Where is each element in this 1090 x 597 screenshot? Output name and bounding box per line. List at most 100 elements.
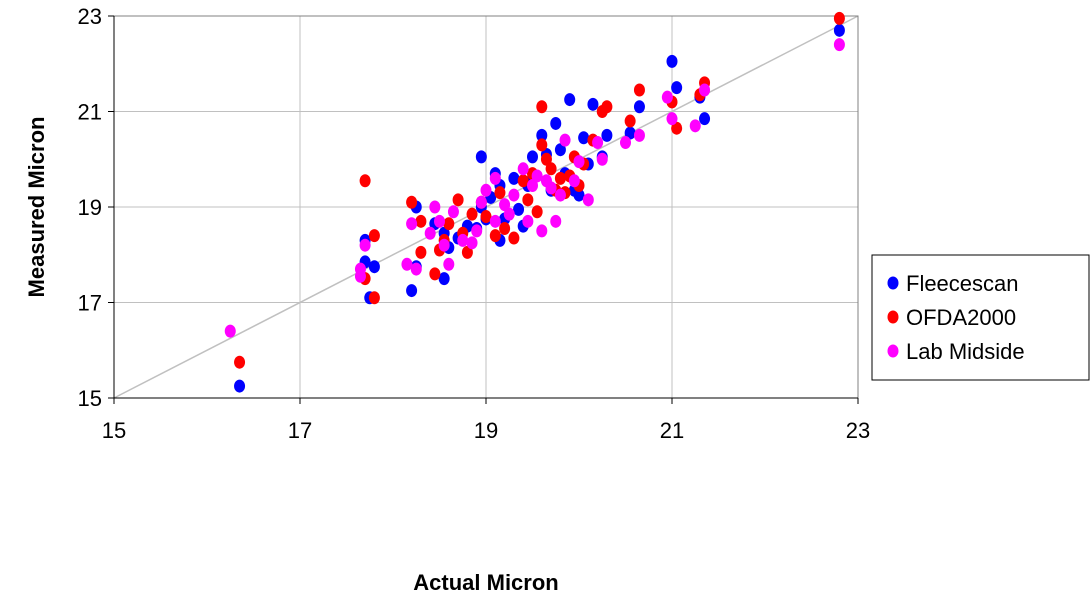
point-series-2 xyxy=(517,174,529,188)
point-series-1 xyxy=(406,284,418,298)
point-series-3 xyxy=(354,269,366,283)
point-series-3 xyxy=(531,169,543,183)
point-series-3 xyxy=(429,200,441,214)
point-series-3 xyxy=(596,152,608,166)
point-series-3 xyxy=(443,257,455,271)
point-series-1 xyxy=(564,93,576,107)
point-series-3 xyxy=(489,171,501,185)
x-tick-label: 17 xyxy=(288,418,312,443)
point-series-3 xyxy=(447,205,459,219)
point-series-2 xyxy=(429,267,441,281)
point-series-2 xyxy=(536,100,548,114)
point-series-2 xyxy=(406,195,418,209)
point-series-1 xyxy=(671,81,683,95)
point-series-3 xyxy=(406,217,418,231)
x-tick-label: 23 xyxy=(846,418,870,443)
point-series-3 xyxy=(550,214,562,228)
point-series-1 xyxy=(587,97,599,111)
point-series-3 xyxy=(466,236,478,250)
point-series-1 xyxy=(368,260,380,274)
point-series-1 xyxy=(508,171,520,185)
point-series-2 xyxy=(499,221,511,235)
point-series-2 xyxy=(368,229,380,243)
legend: Fleecescan OFDA2000 Lab Midside xyxy=(871,254,1090,381)
point-series-2 xyxy=(833,11,845,25)
point-series-1 xyxy=(633,100,645,114)
point-series-1 xyxy=(624,126,636,140)
point-series-3 xyxy=(489,214,501,228)
point-series-1 xyxy=(833,23,845,37)
legend-marker xyxy=(887,310,899,324)
point-series-2 xyxy=(540,152,552,166)
point-series-1 xyxy=(666,54,678,68)
point-series-2 xyxy=(633,83,645,97)
point-series-3 xyxy=(554,188,566,202)
axes: 15 17 19 21 23 15 17 19 21 23 xyxy=(78,4,871,443)
point-series-3 xyxy=(508,188,520,202)
point-series-2 xyxy=(368,291,380,305)
point-series-3 xyxy=(480,183,492,197)
point-series-3 xyxy=(401,257,413,271)
y-tick-label: 19 xyxy=(78,195,102,220)
x-tick-label: 21 xyxy=(660,418,684,443)
point-series-3 xyxy=(620,136,631,150)
point-series-1 xyxy=(475,150,487,164)
legend-box xyxy=(871,254,1090,381)
legend-label: OFDA2000 xyxy=(906,305,1016,330)
point-series-1 xyxy=(527,150,538,164)
point-series-3 xyxy=(582,193,594,207)
point-series-1 xyxy=(578,131,590,145)
point-series-2 xyxy=(536,138,548,152)
point-series-3 xyxy=(545,181,557,195)
point-series-2 xyxy=(461,245,473,259)
point-series-1 xyxy=(601,128,613,142)
point-series-3 xyxy=(568,174,580,188)
point-series-3 xyxy=(517,162,529,176)
point-series-2 xyxy=(466,207,478,221)
point-series-2 xyxy=(601,100,613,114)
point-series-2 xyxy=(624,114,636,128)
point-series-3 xyxy=(410,262,422,276)
data-points xyxy=(224,11,845,393)
y-tick-label: 23 xyxy=(78,4,102,29)
point-series-3 xyxy=(536,224,548,238)
point-series-3 xyxy=(457,233,469,247)
y-tick-label: 21 xyxy=(78,100,102,125)
point-series-1 xyxy=(513,202,525,216)
point-series-1 xyxy=(550,116,562,130)
point-series-3 xyxy=(699,83,711,97)
point-series-2 xyxy=(545,162,557,176)
legend-marker xyxy=(887,276,899,290)
point-series-3 xyxy=(224,324,236,338)
point-series-3 xyxy=(689,119,701,133)
point-series-2 xyxy=(531,205,543,219)
point-series-3 xyxy=(499,198,511,212)
point-series-2 xyxy=(522,193,534,207)
x-axis-title: Actual Micron xyxy=(413,570,558,595)
point-series-1 xyxy=(536,128,548,142)
point-series-1 xyxy=(573,188,585,202)
point-series-3 xyxy=(475,195,487,209)
y-axis-title: Measured Micron xyxy=(24,117,49,298)
x-tick-label: 15 xyxy=(102,418,126,443)
point-series-2 xyxy=(489,229,501,243)
point-series-2 xyxy=(480,210,492,224)
point-series-3 xyxy=(359,238,371,252)
point-series-1 xyxy=(699,112,711,126)
point-series-2 xyxy=(554,171,566,185)
point-series-1 xyxy=(554,143,566,157)
point-series-3 xyxy=(471,224,483,238)
point-series-2 xyxy=(443,217,455,231)
legend-label: Lab Midside xyxy=(906,339,1025,364)
point-series-3 xyxy=(559,133,571,147)
point-series-2 xyxy=(508,231,520,245)
point-series-2 xyxy=(494,186,506,200)
point-series-3 xyxy=(503,207,515,221)
point-series-3 xyxy=(592,136,604,150)
point-series-3 xyxy=(434,214,445,228)
x-tick-label: 19 xyxy=(474,418,498,443)
point-series-3 xyxy=(424,226,436,240)
point-series-3 xyxy=(666,112,678,126)
point-series-3 xyxy=(438,238,450,252)
